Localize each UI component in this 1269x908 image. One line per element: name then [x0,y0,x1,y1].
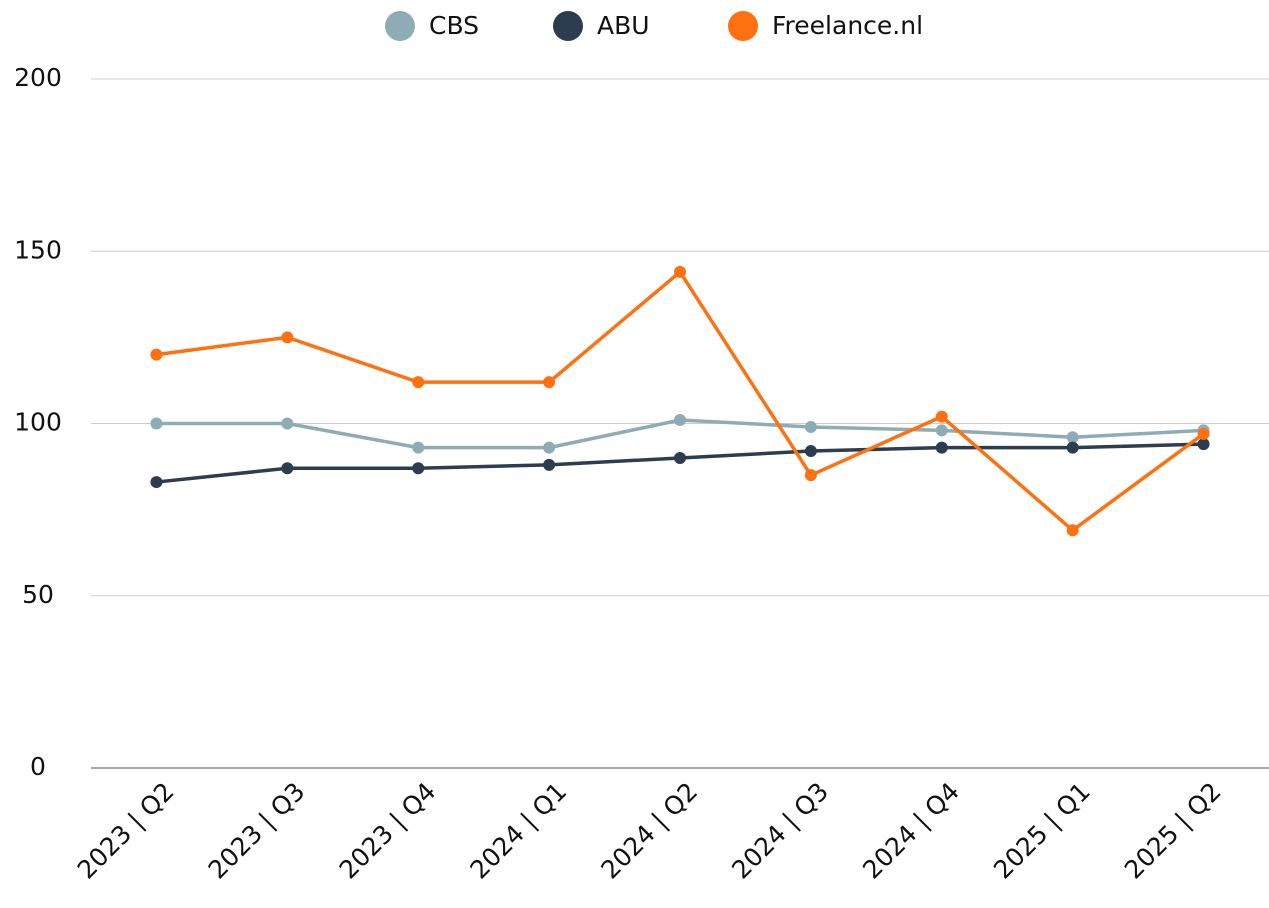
marker [543,441,556,454]
x-tick-label: 2023 | Q3 [203,777,311,885]
y-tick-label: 50 [22,580,54,609]
marker [1066,441,1079,454]
marker [674,451,686,464]
x-tick-label: 2024 | Q1 [464,777,572,885]
marker [804,445,817,458]
x-tick-label: 2024 | Q3 [726,777,834,885]
legend-label: CBS [429,11,479,40]
marker [543,458,556,471]
y-tick-label: 200 [14,63,62,92]
x-tick-label: 2023 | Q4 [334,777,442,885]
marker [804,420,817,433]
marker [412,376,425,389]
legend-label: Freelance.nl [772,11,923,40]
marker [281,331,294,344]
marker [281,417,294,430]
marker [412,441,425,454]
x-tick-label: 2025 | Q1 [988,777,1096,885]
y-tick-label: 0 [30,752,46,781]
x-tick-label: 2024 | Q4 [857,777,965,885]
marker [150,348,163,361]
marker [1066,524,1079,537]
legend-marker [385,11,415,41]
marker [674,265,686,278]
legend-marker [728,11,758,41]
marker [1197,427,1210,440]
marker [935,441,948,454]
marker [543,376,556,389]
marker [150,476,163,489]
x-tick-label: 2023 | Q2 [72,777,180,885]
marker [804,469,817,482]
y-tick-label: 150 [14,235,62,264]
y-tick-label: 100 [14,408,62,437]
marker [150,417,163,430]
marker [674,414,686,427]
marker [412,462,425,475]
line [156,270,1205,533]
marker [1066,431,1079,444]
x-tick-label: 2025 | Q2 [1119,777,1227,885]
marker [1197,438,1210,451]
marker [281,462,294,475]
x-tick-label: 2024 | Q2 [595,777,703,885]
marker [935,424,948,437]
legend-label: ABU [597,11,650,40]
legend-marker [553,11,583,41]
marker [935,410,948,423]
